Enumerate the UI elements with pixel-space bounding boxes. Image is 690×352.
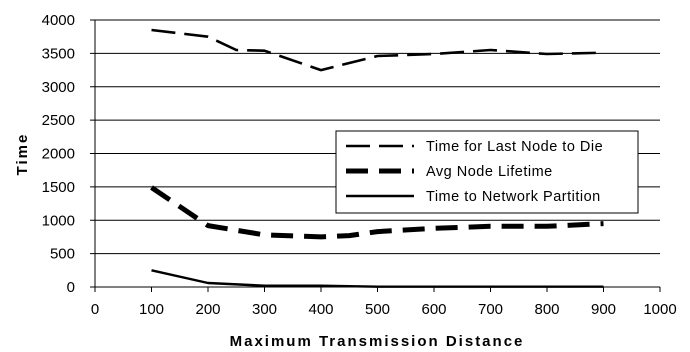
x-tick-label: 600 <box>421 301 446 318</box>
y-tick-label: 4000 <box>42 12 75 29</box>
y-tick-label: 1500 <box>42 179 75 196</box>
x-tick-label: 700 <box>478 301 503 318</box>
x-tick-label: 1000 <box>643 301 676 318</box>
y-tick-labels: 0 500 1000 1500 2000 2500 3000 3500 4000 <box>42 12 75 296</box>
y-tick-label: 500 <box>50 246 75 263</box>
legend-label-2: Avg Node Lifetime <box>426 164 553 180</box>
series-line-1 <box>151 28 604 72</box>
x-tick-label: 200 <box>195 301 220 318</box>
x-axis-title: Maximum Transmission Distance <box>230 333 525 350</box>
y-tick-label: 2000 <box>42 146 75 163</box>
x-tick-label: 0 <box>91 301 99 318</box>
axes <box>90 19 661 292</box>
y-tick-label: 0 <box>67 279 75 296</box>
y-tick-label: 2500 <box>42 112 75 129</box>
series-line-2 <box>150 185 604 240</box>
x-tick-label: 900 <box>591 301 616 318</box>
x-tick-label: 800 <box>534 301 559 318</box>
x-tick-label: 300 <box>252 301 277 318</box>
y-axis-title: Time <box>14 133 31 176</box>
series-line-3 <box>151 269 604 288</box>
y-tick-label: 3000 <box>42 79 75 96</box>
x-tick-labels: 0 100 200 300 400 500 600 700 800 900 1000 <box>91 301 677 318</box>
y-tick-label: 1000 <box>42 212 75 229</box>
x-tick-label: 500 <box>365 301 390 318</box>
legend: Time for Last Node to Die Avg Node Lifeti… <box>335 130 639 214</box>
legend-label-1: Time for Last Node to Die <box>426 139 603 155</box>
x-tick-label: 400 <box>308 301 333 318</box>
x-tick-label: 100 <box>139 301 164 318</box>
y-tick-label: 3500 <box>42 45 75 62</box>
legend-label-3: Time to Network Partition <box>426 189 601 205</box>
